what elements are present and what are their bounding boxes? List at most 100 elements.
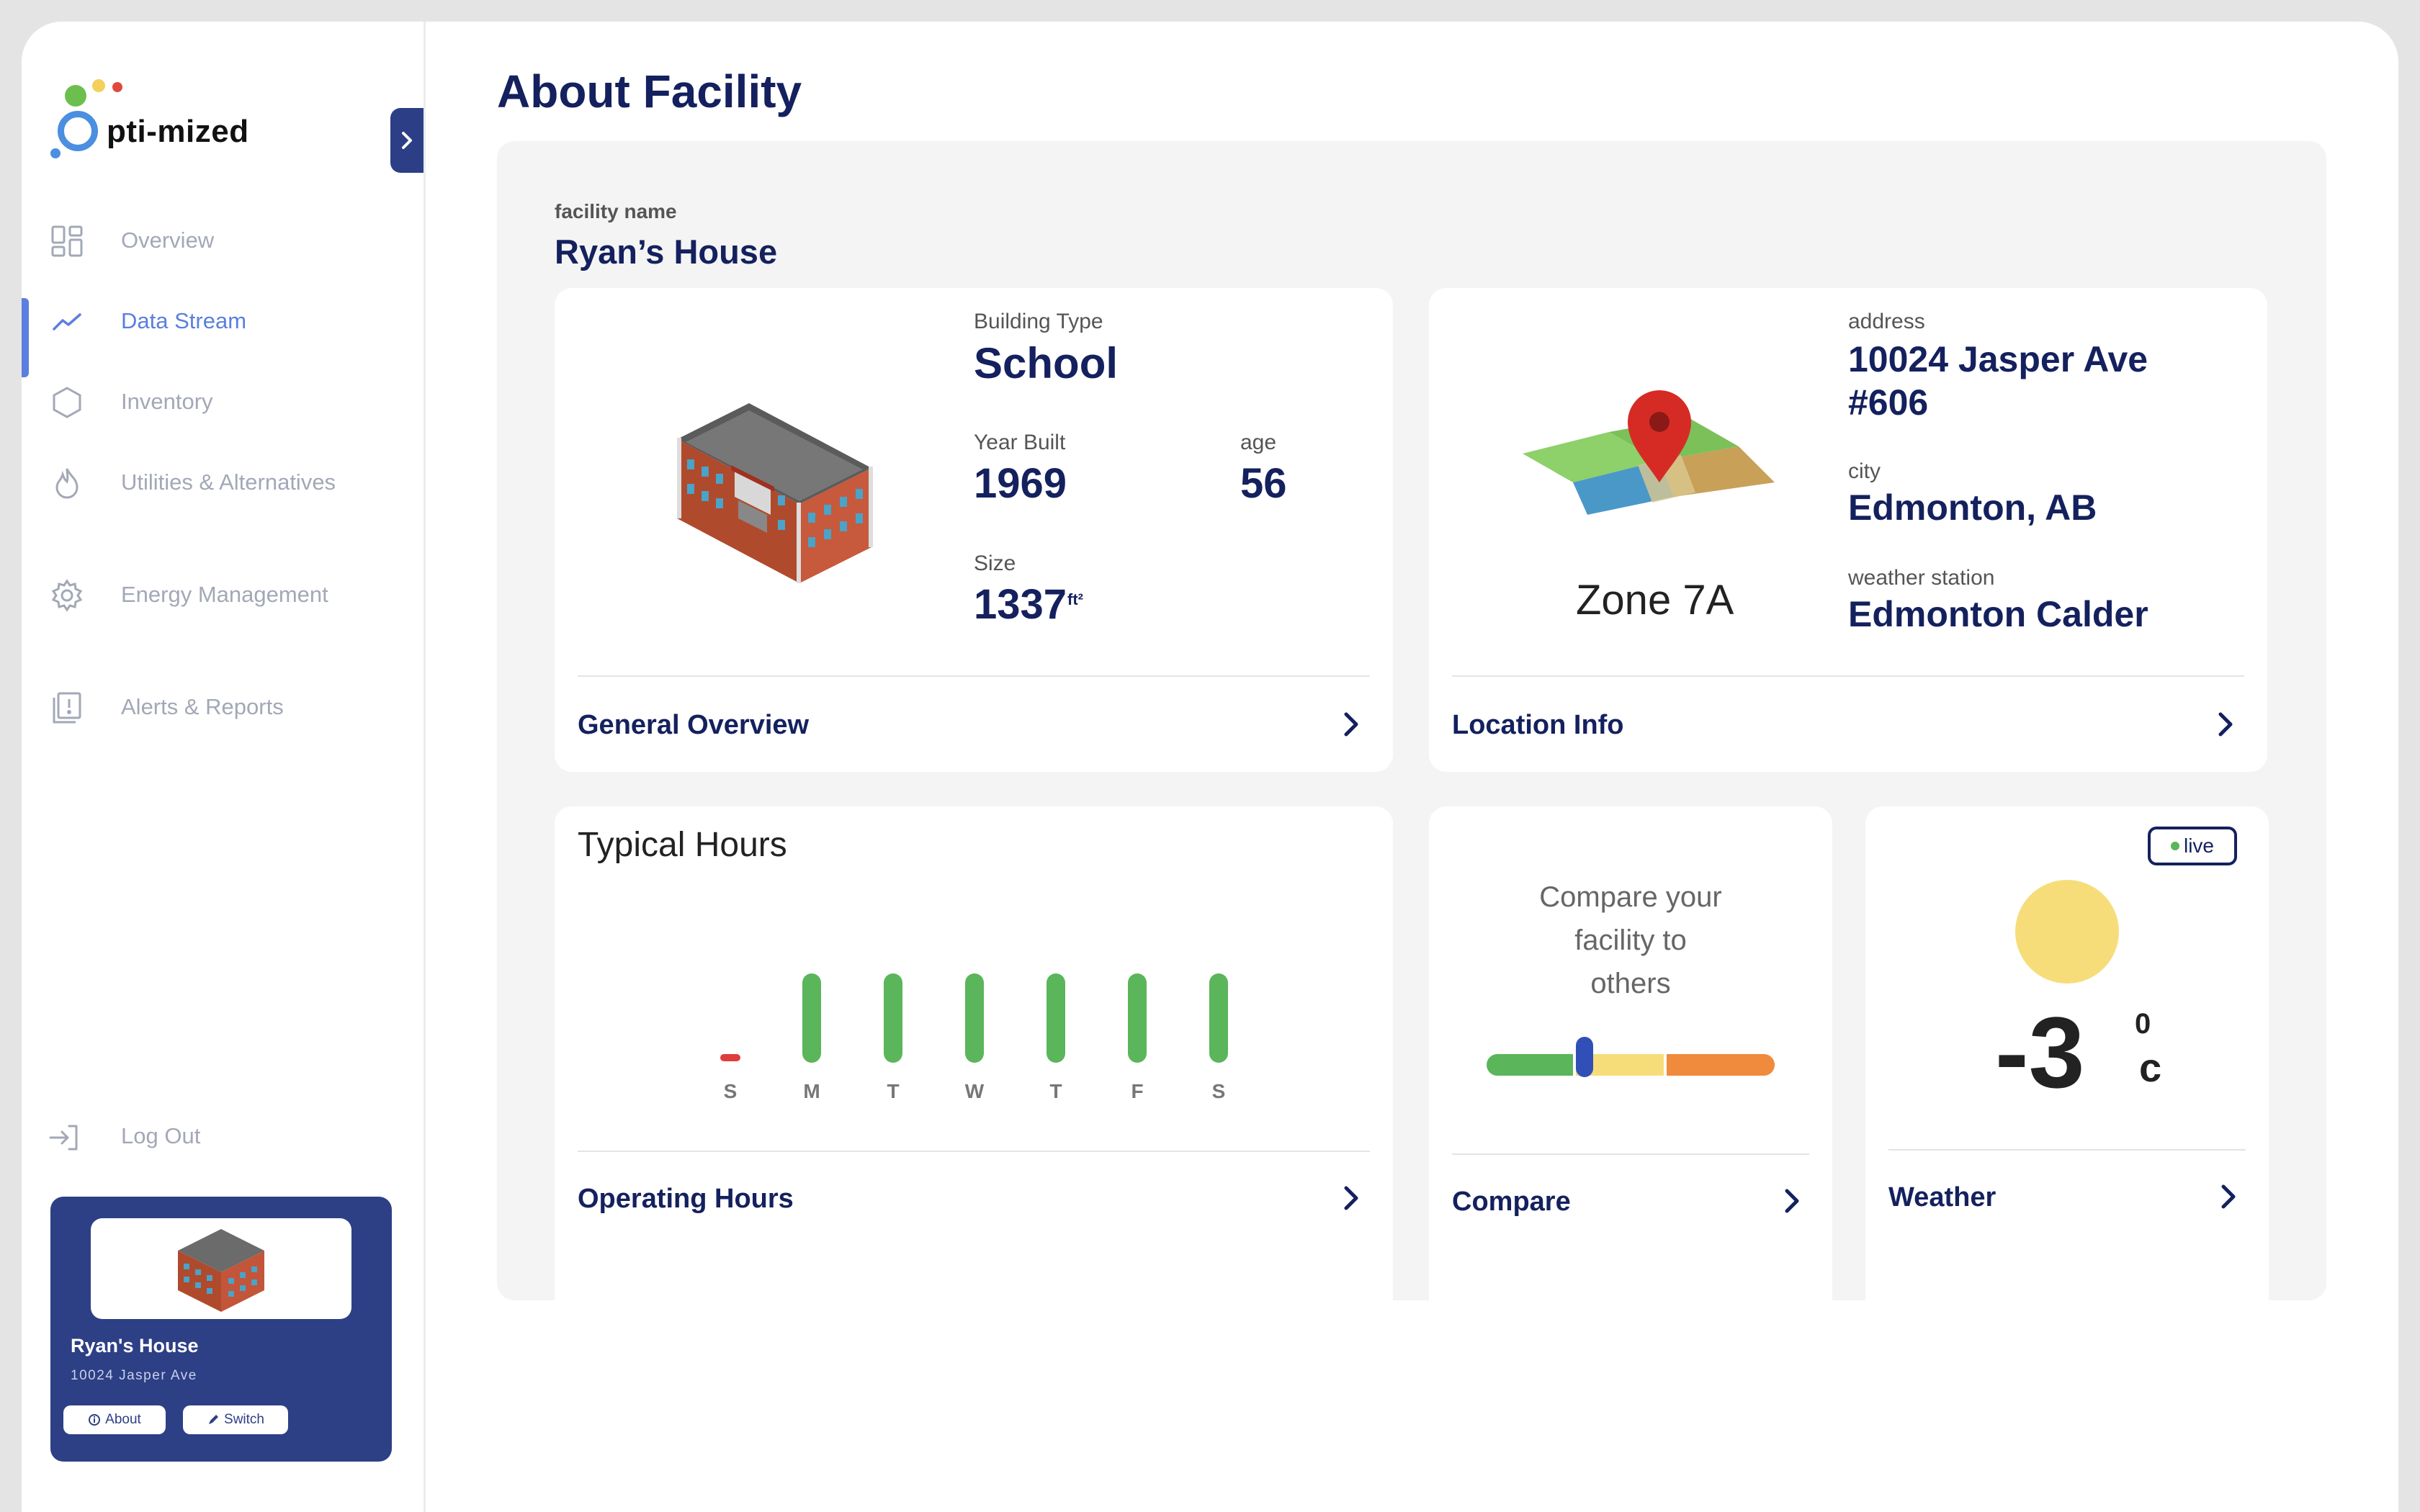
live-label: live <box>2183 834 2214 857</box>
hexagon-icon <box>49 384 85 420</box>
city-label: city <box>1848 459 1881 483</box>
compare-text-line: others <box>1590 968 1671 999</box>
logo-dot-yellow <box>92 79 105 92</box>
hours-bar <box>802 973 821 1063</box>
sun-icon <box>2015 880 2119 984</box>
climate-zone: Zone 7A <box>1576 577 1734 624</box>
sidebar-item-label: Data Stream <box>121 308 247 333</box>
facility-panel: facility name Ryan’s House <box>497 141 2326 1371</box>
switch-button[interactable]: Switch <box>183 1405 288 1434</box>
page-title: About Facility <box>497 66 802 117</box>
facility-name: Ryan’s House <box>555 233 778 271</box>
day-label: S <box>723 1080 738 1102</box>
app-window: pti-mized Overview Data Stream Inventory <box>22 22 2398 1512</box>
temperature-degree: 0 <box>2135 1008 2151 1040</box>
grid-icon <box>49 223 85 259</box>
sidebar-item-label: Utilities & Alternatives <box>121 469 336 495</box>
compare-link[interactable]: Compare <box>1452 1187 1571 1217</box>
brand-logo[interactable]: pti-mized <box>50 58 266 166</box>
compare-gauge <box>1487 1037 1775 1077</box>
school-building-icon <box>677 403 873 583</box>
temperature-value: -3 <box>1995 996 2085 1109</box>
chevron-right-icon[interactable] <box>1337 1184 1366 1212</box>
gauge-marker <box>1576 1037 1593 1077</box>
location-info-link[interactable]: Location Info <box>1452 710 1624 740</box>
age-value: 56 <box>1240 460 1287 507</box>
switch-button-label: Switch <box>224 1412 264 1427</box>
general-overview-link[interactable]: General Overview <box>578 710 810 740</box>
brand-name: pti-mized <box>107 114 249 149</box>
flame-icon <box>49 465 85 501</box>
logo-dot-blue <box>50 148 60 158</box>
hours-bar <box>1047 973 1065 1063</box>
typical-hours-card: Typical Hours S M T W T F S Operating Hours <box>555 806 1393 1371</box>
school-building-icon <box>178 1229 264 1312</box>
size-unit: ft² <box>1067 590 1083 608</box>
gear-icon <box>49 577 85 613</box>
chevron-right-icon[interactable] <box>2211 710 2240 739</box>
trend-icon <box>49 304 85 340</box>
city-value: Edmonton, AB <box>1848 487 2097 528</box>
year-built-value: 1969 <box>974 460 1067 507</box>
gauge-segment-green <box>1487 1054 1573 1076</box>
about-button[interactable]: About <box>63 1405 166 1434</box>
facility-name-label: facility name <box>555 200 677 222</box>
sidebar-collapse-button[interactable] <box>390 108 424 173</box>
sidebar-item-label: Energy Management <box>121 582 328 607</box>
size-value: 1337 <box>974 581 1067 628</box>
current-facility-name: Ryan's House <box>71 1335 199 1356</box>
logout-label: Log Out <box>121 1123 201 1148</box>
logo-dot-red <box>112 82 122 92</box>
sidebar: pti-mized Overview Data Stream Inventory <box>22 22 426 1512</box>
day-label: M <box>803 1080 820 1102</box>
card-divider <box>578 1151 1370 1152</box>
current-facility-card: Ryan's House 10024 Jasper Ave About Swit… <box>50 1197 392 1462</box>
map-pin-icon <box>1523 390 1775 515</box>
report-icon <box>49 690 85 726</box>
operating-hours-link[interactable]: Operating Hours <box>578 1184 794 1214</box>
sidebar-item-label: Inventory <box>121 389 213 414</box>
facility-thumbnail <box>91 1218 351 1319</box>
active-indicator <box>22 298 29 377</box>
day-label: T <box>1049 1080 1062 1102</box>
card-divider <box>1888 1149 2246 1151</box>
logo-o-ring <box>58 111 98 151</box>
live-dot-icon <box>2170 842 2179 850</box>
temperature-unit: c <box>2139 1045 2162 1090</box>
sidebar-item-label: Overview <box>121 228 215 253</box>
current-facility-address: 10024 Jasper Ave <box>71 1368 197 1383</box>
chevron-right-icon[interactable] <box>1337 710 1366 739</box>
day-label: W <box>964 1080 985 1102</box>
general-overview-card: Building Type School Year Built 1969 age… <box>555 288 1393 772</box>
weather-link[interactable]: Weather <box>1888 1182 1996 1212</box>
chevron-right-icon[interactable] <box>2214 1182 2243 1211</box>
compare-text: Compare your facility to others <box>1429 876 1832 1005</box>
hours-bar <box>1209 973 1228 1063</box>
pencil-icon <box>209 1415 219 1424</box>
building-type-value: School <box>974 339 1119 387</box>
compare-text-line: facility to <box>1574 924 1687 956</box>
chevron-right-icon <box>402 132 412 149</box>
hours-bar <box>1128 973 1147 1063</box>
chevron-right-icon[interactable] <box>1778 1187 1806 1215</box>
sidebar-item-label: Alerts & Reports <box>121 694 284 719</box>
age-label: age <box>1240 431 1277 454</box>
card-divider <box>1452 1153 1809 1155</box>
about-button-label: About <box>105 1412 141 1427</box>
live-badge: live <box>2148 827 2237 865</box>
info-icon <box>89 1414 101 1426</box>
hours-bar <box>884 973 902 1063</box>
day-label: S <box>1211 1080 1226 1102</box>
card-divider <box>578 675 1370 677</box>
card-divider <box>1452 675 2244 677</box>
location-info-card: Zone 7A address 10024 Jasper Ave #606 ci… <box>1429 288 2267 772</box>
year-built-label: Year Built <box>974 431 1066 454</box>
building-type-label: Building Type <box>974 310 1103 333</box>
weather-station-value: Edmonton Calder <box>1848 594 2148 634</box>
address-label: address <box>1848 310 1925 333</box>
compare-card: Compare your facility to others Compare <box>1429 806 1832 1371</box>
hours-bar <box>965 973 984 1063</box>
size-label: Size <box>974 552 1016 575</box>
weather-card: live -3 0 c Weather <box>1865 806 2269 1361</box>
typical-hours-title: Typical Hours <box>578 826 787 864</box>
